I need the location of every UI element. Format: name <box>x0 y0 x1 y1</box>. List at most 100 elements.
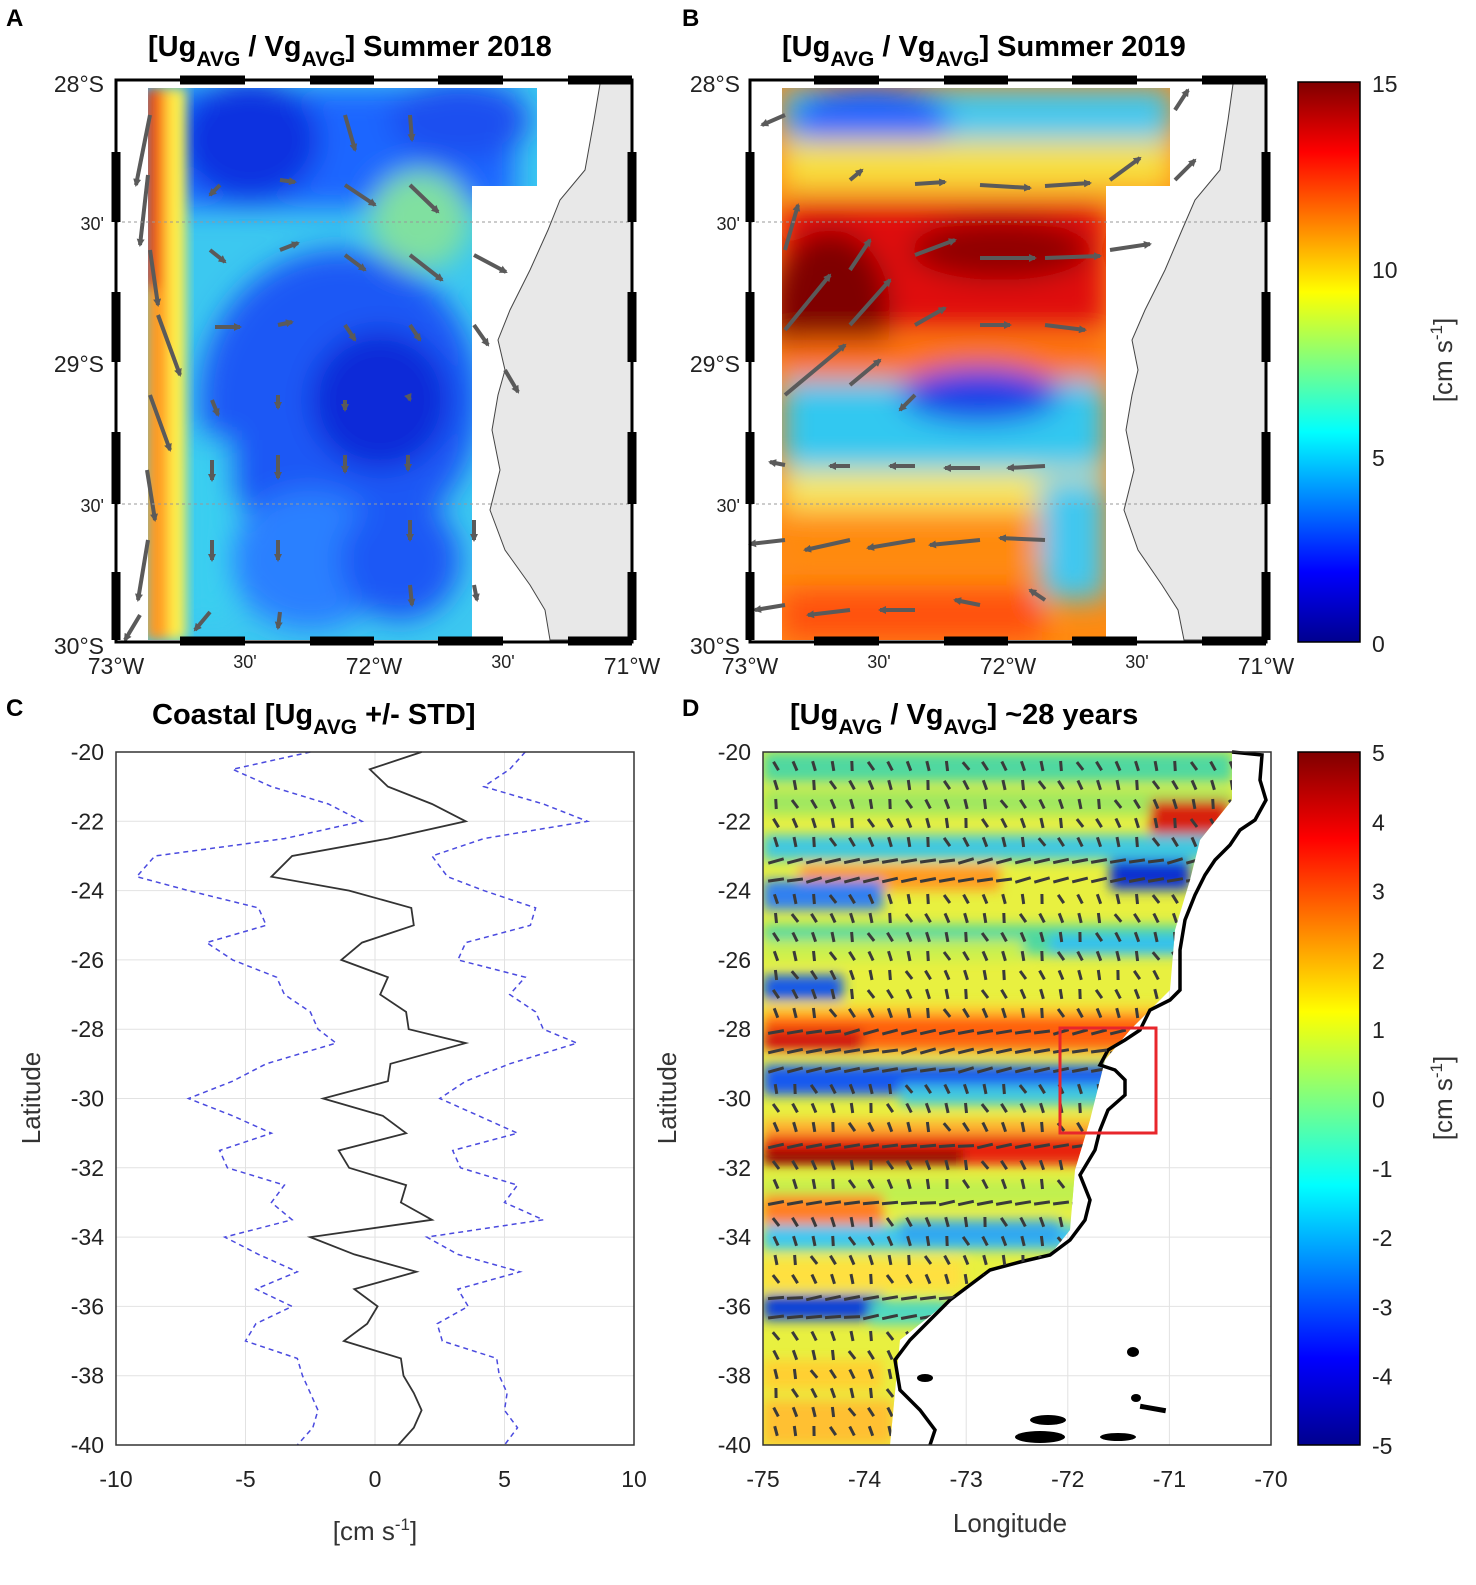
quiver-arrow <box>1022 951 1024 961</box>
tick-label: 29°S <box>54 351 104 377</box>
quiver-arrow <box>928 951 929 961</box>
tick-label: 1 <box>1372 1017 1385 1043</box>
quiver-arrow <box>1194 1160 1195 1170</box>
tick-label: -20 <box>718 739 751 765</box>
panel-a-title: [UgAVG / VgAVG] Summer 2018 <box>148 31 552 71</box>
quiver-arrow <box>909 1426 910 1436</box>
quiver-arrow <box>814 780 815 790</box>
quiver-arrow <box>1172 1237 1178 1245</box>
quiver-arrow <box>1172 1123 1178 1131</box>
tick-label: 28°S <box>690 71 740 97</box>
tick-label: -36 <box>718 1293 751 1319</box>
tick-label: 30' <box>233 652 256 672</box>
quiver-arrow <box>1053 1297 1069 1300</box>
quiver-arrow <box>776 799 777 809</box>
quiver-arrow <box>1224 878 1239 883</box>
panel-d-xlabel: Longitude <box>953 1508 1067 1538</box>
quiver-arrow <box>1077 1351 1083 1359</box>
quiver-arrow <box>794 1426 795 1436</box>
quiver-arrow <box>787 1316 803 1318</box>
quiver-arrow <box>1115 1218 1120 1226</box>
quiver-arrow <box>966 989 967 999</box>
quiver-arrow <box>1022 1122 1024 1132</box>
quiver-arrow <box>1148 1145 1164 1146</box>
quiver-arrow <box>1022 1350 1025 1360</box>
quiver-arrow <box>1231 1179 1234 1189</box>
panel-a-y-ticks: 28°S 30' 29°S 30' 30°S <box>54 71 104 659</box>
quiver-arrow <box>794 1369 795 1379</box>
tick-label: 30' <box>491 652 514 672</box>
quiver-arrow <box>1053 1317 1069 1318</box>
quiver-arrow <box>889 1369 891 1379</box>
quiver-arrow <box>1129 1203 1145 1204</box>
tick-label: 30' <box>81 496 104 516</box>
quiver-arrow <box>928 894 929 904</box>
quiver-arrow <box>1148 860 1164 862</box>
tick-label: 5 <box>1372 740 1385 766</box>
quiver-arrow <box>1079 1388 1081 1398</box>
quiver-arrow <box>946 1388 949 1398</box>
quiver-arrow <box>832 1407 833 1417</box>
tick-label: -74 <box>848 1466 881 1492</box>
quiver-arrow <box>813 1236 815 1246</box>
quiver-arrow <box>1211 1122 1215 1131</box>
quiver-arrow <box>1191 1408 1197 1416</box>
quiver-arrow <box>1205 1298 1221 1299</box>
quiver-arrow <box>946 989 948 999</box>
quiver-arrow <box>1136 1122 1138 1132</box>
quiver-arrow <box>1117 837 1119 847</box>
quiver-arrow <box>1193 1084 1196 1094</box>
quiver-arrow <box>984 1084 986 1094</box>
quiver-arrow <box>1186 1316 1202 1318</box>
quiver-arrow <box>1191 1237 1196 1246</box>
quiver-arrow <box>1078 1426 1082 1435</box>
quiver-arrow <box>1003 1369 1005 1379</box>
quiver-arrow <box>946 818 947 828</box>
quiver-arrow <box>1175 761 1176 771</box>
tick-label: -71 <box>1153 1466 1186 1492</box>
quiver-arrow <box>794 780 796 790</box>
tick-label: -70 <box>1254 1466 1287 1492</box>
quiver-arrow <box>1229 1275 1234 1284</box>
quiver-arrow <box>1059 1256 1064 1265</box>
quiver-arrow <box>787 1298 803 1299</box>
quiver-arrow <box>1135 1332 1140 1341</box>
quiver-arrow <box>787 879 803 881</box>
tick-label: -75 <box>746 1466 779 1492</box>
quiver-arrow <box>1148 1297 1164 1299</box>
quiver-arrow <box>1015 1296 1031 1300</box>
quiver-arrow <box>927 1350 929 1360</box>
quiver-arrow <box>1022 894 1023 904</box>
quiver-arrow <box>1205 1049 1221 1052</box>
quiver-arrow <box>1041 761 1043 771</box>
quiver-arrow <box>1186 1144 1202 1148</box>
quiver-arrow <box>909 1255 910 1265</box>
quiver-arrow <box>1174 1388 1176 1398</box>
tick-label: -20 <box>71 739 104 765</box>
quiver-arrow <box>1173 1427 1178 1436</box>
quiver-arrow <box>920 1203 936 1204</box>
tick-label: -38 <box>71 1363 104 1389</box>
tick-label: 30' <box>81 214 104 234</box>
quiver-arrow <box>1021 1275 1026 1284</box>
quiver-arrow <box>851 1331 853 1341</box>
quiver-arrow <box>852 818 853 828</box>
tick-label: -5 <box>1372 1433 1392 1459</box>
quiver-arrow <box>984 1426 987 1436</box>
quiver-arrow <box>1091 1297 1107 1300</box>
quiver-arrow <box>1148 1316 1164 1319</box>
quiver-arrow <box>1042 1008 1043 1018</box>
quiver-arrow <box>977 1316 993 1318</box>
quiver-arrow <box>1174 1331 1176 1341</box>
quiver-arrow <box>1042 1122 1043 1132</box>
quiver-arrow <box>1137 780 1138 790</box>
quiver-arrow <box>1072 1315 1088 1319</box>
quiver-arrow <box>1211 1179 1215 1188</box>
quiver-arrow <box>947 1407 948 1417</box>
quiver-arrow <box>813 1122 815 1132</box>
quiver-arrow <box>1041 1350 1043 1360</box>
quiver-arrow <box>1137 837 1138 847</box>
quiver-arrow <box>1053 1202 1069 1204</box>
quiver-arrow <box>1134 1085 1140 1093</box>
tick-label: -72 <box>1051 1466 1084 1492</box>
